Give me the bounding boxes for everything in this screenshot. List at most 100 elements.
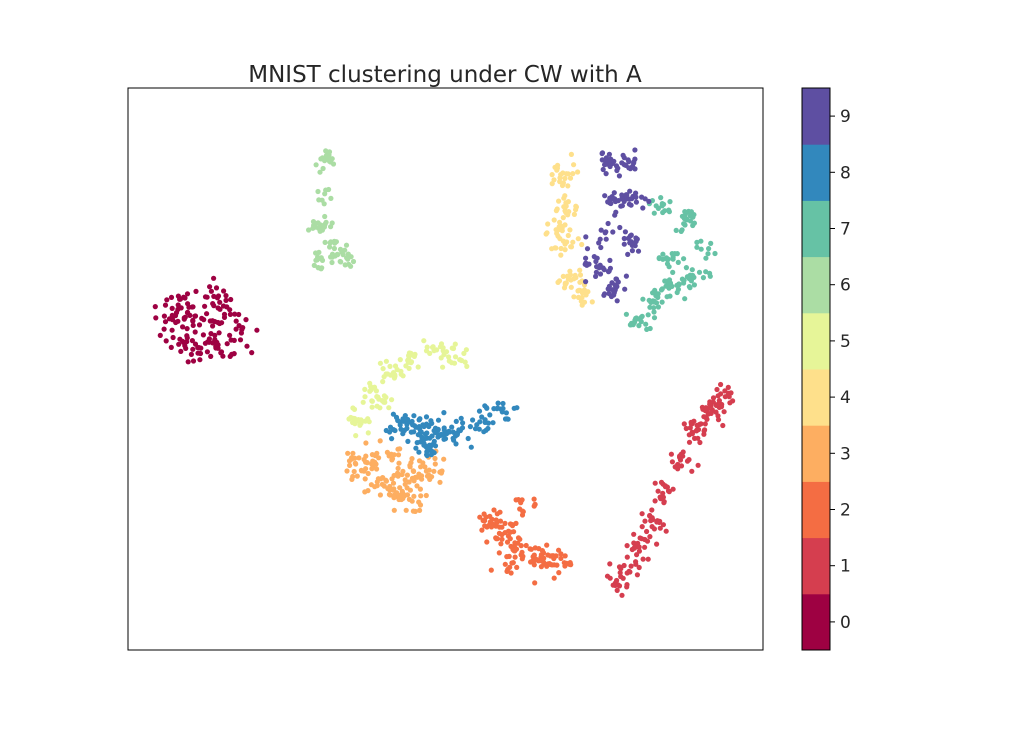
scatter-point-digit-3 <box>374 450 380 456</box>
scatter-point-digit-3 <box>418 493 424 499</box>
scatter-point-digit-7 <box>651 315 658 321</box>
scatter-point-digit-5 <box>387 363 393 369</box>
scatter-point-digit-2 <box>493 536 499 542</box>
scatter-point-digit-7 <box>653 203 659 209</box>
scatter-point-digit-2 <box>518 543 524 549</box>
scatter-point-digit-3 <box>423 492 429 499</box>
scatter-point-digit-5 <box>369 398 375 404</box>
scatter-point-digit-0 <box>163 338 169 344</box>
scatter-point-digit-1 <box>655 518 661 524</box>
scatter-point-digit-7 <box>660 251 666 257</box>
scatter-point-digit-9 <box>599 150 606 156</box>
scatter-point-digit-3 <box>404 472 410 478</box>
scatter-point-digit-8 <box>451 437 457 443</box>
scatter-point-digit-9 <box>619 160 625 166</box>
scatter-point-digit-0 <box>210 323 216 329</box>
scatter-point-digit-7 <box>675 259 681 265</box>
scatter-point-digit-7 <box>684 216 690 222</box>
scatter-point-digit-1 <box>629 546 635 553</box>
scatter-point-digit-9 <box>642 196 648 202</box>
scatter-point-digit-5 <box>375 394 381 400</box>
scatter-point-digit-1 <box>614 587 620 594</box>
scatter-point-digit-7 <box>687 285 693 291</box>
scatter-point-digit-9 <box>635 248 642 254</box>
scatter-point-digit-9 <box>622 286 628 292</box>
scatter-point-digit-7 <box>652 287 658 293</box>
scatter-point-digit-0 <box>238 330 244 336</box>
scatter-point-digit-3 <box>370 458 376 464</box>
scatter-point-digit-5 <box>434 347 440 353</box>
scatter-point-digit-9 <box>626 165 632 171</box>
scatter-point-digit-2 <box>479 527 485 533</box>
scatter-point-digit-9 <box>597 236 603 242</box>
scatter-point-digit-7 <box>636 323 642 329</box>
scatter-point-digit-0 <box>187 312 193 318</box>
scatter-point-digit-0 <box>201 317 207 323</box>
scatter-point-digit-7 <box>707 270 713 276</box>
scatter-point-digit-9 <box>626 201 633 207</box>
scatter-point-digit-4 <box>571 211 578 217</box>
scatter-point-digit-6 <box>319 155 326 161</box>
scatter-point-digit-5 <box>353 433 359 439</box>
scatter-point-digit-4 <box>562 241 568 247</box>
scatter-point-digit-1 <box>626 568 632 575</box>
scatter-point-digit-9 <box>606 268 612 274</box>
scatter-point-digit-2 <box>551 555 557 562</box>
scatter-point-digit-8 <box>411 413 417 419</box>
scatter-point-digit-7 <box>712 250 718 257</box>
scatter-point-digit-0 <box>180 324 186 330</box>
scatter-point-digit-8 <box>428 418 434 424</box>
scatter-point-digit-8 <box>416 449 422 455</box>
scatter-point-digit-2 <box>480 517 486 524</box>
scatter-point-digit-3 <box>399 488 405 494</box>
colorbar: 0 1 2 3 4 5 6 7 8 9 <box>801 87 851 651</box>
scatter-point-digit-2 <box>496 550 502 556</box>
scatter-point-digit-0 <box>208 288 214 294</box>
scatter-point-digit-3 <box>369 452 375 458</box>
scatter-point-digit-6 <box>317 222 323 228</box>
scatter-point-digit-0 <box>157 332 163 338</box>
scatter-point-digit-7 <box>691 220 698 226</box>
scatter-point-digit-1 <box>688 419 694 425</box>
scatter-point-digit-8 <box>500 400 506 407</box>
scatter-point-digit-7 <box>670 269 676 275</box>
scatter-point-digit-3 <box>347 462 353 468</box>
scatter-point-digit-7 <box>698 238 704 244</box>
scatter-point-digit-1 <box>672 464 678 470</box>
scatter-point-digit-8 <box>460 420 466 426</box>
scatter-point-digit-1 <box>713 409 719 415</box>
scatter-point-digit-7 <box>703 269 709 275</box>
scatter-point-digit-6 <box>323 148 329 154</box>
scatter-point-digit-2 <box>496 530 502 537</box>
scatter-point-digit-0 <box>153 315 159 321</box>
scatter-point-digit-7 <box>656 255 662 261</box>
scatter-point-digit-0 <box>212 332 218 338</box>
scatter-point-digit-1 <box>686 457 692 463</box>
scatter-point-digit-9 <box>615 198 621 204</box>
scatter-point-digit-9 <box>607 257 613 263</box>
scatter-point-digit-4 <box>553 245 559 251</box>
scatter-point-digit-1 <box>647 512 653 519</box>
scatter-point-digit-8 <box>432 443 439 449</box>
scatter-point-digit-3 <box>390 486 396 493</box>
scatter-point-digit-7 <box>647 304 653 310</box>
scatter-point-digit-3 <box>363 453 369 459</box>
scatter-point-digit-0 <box>175 318 181 324</box>
scatter-point-digit-1 <box>668 451 675 457</box>
scatter-point-digit-1 <box>677 457 684 463</box>
scatter-point-digit-8 <box>453 418 459 424</box>
scatter-point-digit-0 <box>184 335 190 341</box>
scatter-point-digit-7 <box>659 299 665 305</box>
scatter-point-digit-7 <box>705 251 711 257</box>
scatter-point-digit-3 <box>376 455 382 461</box>
colorbar-segment-4 <box>802 369 830 426</box>
scatter-point-digit-0 <box>227 307 233 313</box>
scatter-point-digit-2 <box>536 546 542 552</box>
scatter-point-digit-1 <box>631 540 637 546</box>
scatter-point-digit-2 <box>493 517 499 523</box>
scatter-point-digit-1 <box>607 561 613 567</box>
scatter-point-digit-6 <box>327 244 333 250</box>
scatter-point-digit-1 <box>721 409 727 415</box>
colorbar-tick-label: 7 <box>840 220 851 240</box>
scatter-point-digit-0 <box>227 311 233 317</box>
